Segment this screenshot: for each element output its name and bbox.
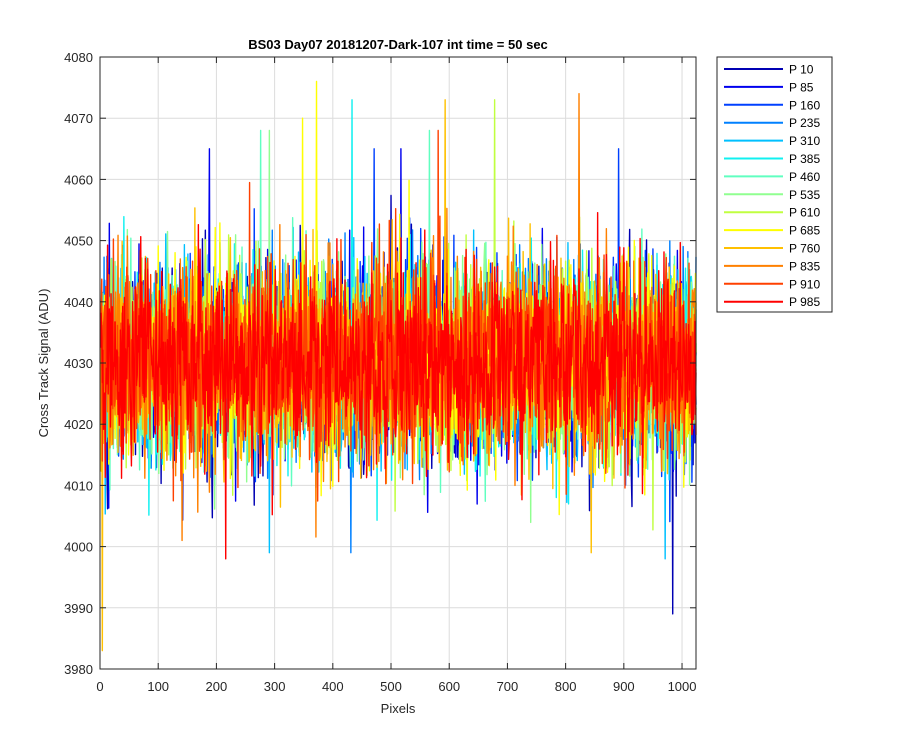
y-tick-label: 4040 [64, 295, 93, 310]
x-tick-label: 600 [438, 679, 460, 694]
legend-label: P 835 [789, 259, 820, 273]
y-tick-label: 4060 [64, 172, 93, 187]
legend-label: P 310 [789, 134, 820, 148]
ticks: 0 100 200 300 400 500 600 700 800 900 1000 3980 3990… [64, 50, 696, 694]
series-line [99, 211, 697, 560]
legend-label: P 235 [789, 116, 820, 130]
legend-items: P 10 P 85 P 160 P 235 P 310 P 385 P 460 P 535 P … [724, 63, 820, 309]
legend-label: P 10 [789, 63, 814, 77]
x-tick-label: 200 [206, 679, 228, 694]
x-tick-label: 300 [264, 679, 286, 694]
legend-label: P 385 [789, 152, 820, 166]
y-tick-label: 4080 [64, 50, 93, 65]
legend-label: P 985 [789, 295, 820, 309]
x-tick-label: 800 [555, 679, 577, 694]
y-tick-label: 4010 [64, 478, 93, 493]
y-tick-label: 3980 [64, 662, 93, 677]
x-tick-label: 900 [613, 679, 635, 694]
x-tick-label: 400 [322, 679, 344, 694]
legend: P 10 P 85 P 160 P 235 P 310 P 385 P 460 P 535 P … [716, 56, 833, 313]
series-group [99, 80, 697, 652]
y-tick-label: 4030 [64, 356, 93, 371]
legend-label: P 910 [789, 277, 820, 291]
x-tick-label: 700 [497, 679, 519, 694]
x-tick-label: 1000 [668, 679, 697, 694]
y-tick-label: 4070 [64, 111, 93, 126]
y-axis-label: Cross Track Signal (ADU) [36, 289, 51, 438]
x-tick-label: 500 [380, 679, 402, 694]
legend-label: P 760 [789, 242, 820, 256]
chart-title: BS03 Day07 20181207-Dark-107 int time = … [248, 37, 548, 52]
y-tick-label: 4000 [64, 540, 93, 555]
legend-label: P 160 [789, 98, 820, 112]
y-tick-label: 4050 [64, 234, 93, 249]
legend-label: P 685 [789, 224, 820, 238]
legend-label: P 85 [789, 80, 814, 94]
y-tick-label: 4020 [64, 417, 93, 432]
legend-label: P 535 [789, 188, 820, 202]
legend-label: P 460 [789, 170, 820, 184]
x-axis-label: Pixels [381, 701, 416, 716]
legend-box [716, 56, 833, 313]
y-tick-label: 3990 [64, 601, 93, 616]
x-tick-label: 0 [96, 679, 103, 694]
x-tick-label: 100 [147, 679, 169, 694]
legend-label: P 610 [789, 206, 820, 220]
